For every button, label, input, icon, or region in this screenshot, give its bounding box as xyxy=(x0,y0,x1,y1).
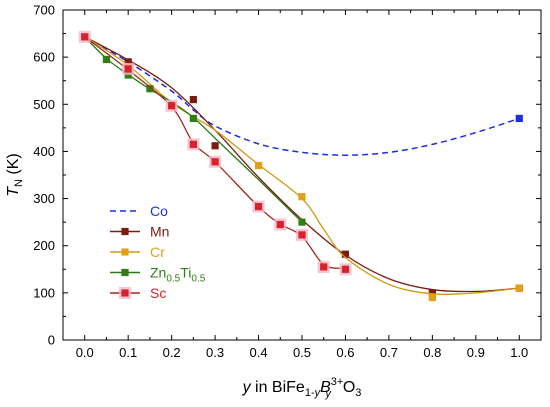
data-point-zn xyxy=(146,85,154,93)
legend-item-co: Co xyxy=(110,203,168,219)
legend: Co Mn Cr Zn0.5Ti0.5Sc xyxy=(110,203,206,301)
legend-label-sc: Sc xyxy=(150,285,166,301)
data-point-cr xyxy=(428,293,436,302)
y-axis-title: TN (K) xyxy=(5,153,25,197)
data-point-sc xyxy=(298,231,306,239)
series-line-zn xyxy=(84,36,303,223)
series-zn xyxy=(81,33,306,226)
series-co xyxy=(81,33,523,156)
y-tick-label: 400 xyxy=(33,144,55,159)
legend-item-cr: Cr xyxy=(110,244,165,260)
data-point-co xyxy=(515,114,523,123)
x-tick-label: 0.1 xyxy=(119,345,137,360)
x-tick-label: 0.4 xyxy=(250,345,268,360)
x-tick-label: 0.2 xyxy=(163,345,181,360)
data-point-zn xyxy=(298,218,306,226)
series-mn xyxy=(81,33,523,297)
x-axis-title-sub1: 1- xyxy=(305,387,315,399)
data-point-zn xyxy=(102,55,111,64)
data-point-sc xyxy=(254,202,263,211)
x-axis-title-sup: 3+ xyxy=(331,376,344,388)
axis-tick-labels: 0.0 0.1 0.2 0.3 0.4 0.5 0.6 0.7 0.8 0.9 1.0 0 100 200… xyxy=(33,3,528,361)
data-point-sc xyxy=(189,140,197,148)
legend-label-mn: Mn xyxy=(150,224,169,240)
data-point-sc xyxy=(276,220,284,229)
y-tick-label: 200 xyxy=(33,238,55,253)
data-point-cr xyxy=(515,284,523,292)
data-point-sc xyxy=(124,65,132,73)
data-point-cr xyxy=(298,193,306,201)
legend-item-zn: Zn0.5Ti0.5 xyxy=(110,265,206,285)
x-tick-label: 0.9 xyxy=(467,345,485,360)
legend-marker-zn xyxy=(121,268,129,277)
data-point-sc xyxy=(211,158,219,166)
data-point-sc xyxy=(320,263,328,271)
x-axis-title-tail-sub: 3 xyxy=(355,387,361,399)
data-point-cr xyxy=(254,161,263,170)
x-axis-title-y: y xyxy=(242,379,252,396)
data-point-sc xyxy=(341,265,350,273)
y-axis-title-unit: (K) xyxy=(5,153,22,179)
data-point-zn xyxy=(124,71,132,79)
legend-label-cr: Cr xyxy=(150,244,165,260)
y-axis-title-sub: N xyxy=(13,179,25,187)
series-line-sc xyxy=(84,36,346,269)
data-point-mn xyxy=(124,58,132,66)
y-tick-label: 100 xyxy=(33,285,55,300)
x-tick-label: 0.5 xyxy=(293,345,311,360)
x-axis-title-in: in BiFe xyxy=(251,379,305,396)
y-tick-label: 300 xyxy=(33,191,55,206)
legend-label-co: Co xyxy=(150,203,168,219)
series-sc xyxy=(78,30,352,276)
legend-item-mn: Mn xyxy=(110,224,169,240)
data-point-mn xyxy=(428,289,436,297)
x-tick-label: 0.6 xyxy=(336,345,354,360)
y-tick-label: 0 xyxy=(48,333,55,348)
x-axis-title: y in BiFe1-yB3+ y O3 xyxy=(242,376,362,400)
data-point-mn xyxy=(341,250,350,258)
data-point-sc xyxy=(81,33,89,41)
plot-area xyxy=(62,9,542,341)
data-point-mn xyxy=(189,95,197,104)
series-line-co xyxy=(84,36,520,156)
y-tick-label: 600 xyxy=(33,50,55,65)
data-point-mn xyxy=(211,142,219,150)
x-axis-title-sub1-italic: y xyxy=(314,387,322,399)
y-axis-title-main: T xyxy=(5,186,22,197)
y-tick-label: 700 xyxy=(33,3,55,18)
y-tick-label: 500 xyxy=(33,97,55,112)
axis-ticks xyxy=(63,9,541,341)
x-axis-title-tail: O xyxy=(343,379,355,396)
x-axis-title-B: B xyxy=(320,379,331,396)
legend-label-zn: Zn0.5Ti0.5 xyxy=(150,265,206,285)
x-tick-label: 0.7 xyxy=(380,345,398,360)
legend-marker-cr xyxy=(121,248,129,256)
data-point-zn xyxy=(189,114,197,123)
legend-marker-sc xyxy=(121,289,129,297)
series-layer xyxy=(78,30,523,302)
legend-item-sc: Sc xyxy=(110,285,166,301)
x-tick-label: 1.0 xyxy=(510,345,528,360)
x-tick-label: 0.3 xyxy=(206,345,224,360)
x-axis-title-sub2: y xyxy=(324,388,332,400)
x-tick-label: 0.0 xyxy=(76,345,94,360)
legend-marker-mn xyxy=(121,227,129,236)
x-tick-label: 0.8 xyxy=(423,345,441,360)
plot-border xyxy=(62,9,542,341)
data-point-sc xyxy=(168,102,176,110)
